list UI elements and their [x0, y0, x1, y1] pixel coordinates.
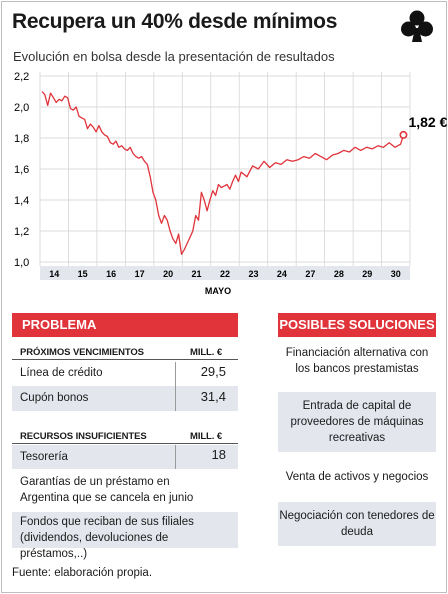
y-tick-label: 2,0: [14, 102, 29, 114]
item-line: Entrada de capital de: [302, 400, 412, 412]
list-item: Garantías de un préstamo en Argentina qu…: [12, 474, 238, 508]
x-axis-band: [40, 266, 410, 280]
x-tick-label: 14: [49, 269, 59, 279]
solution-item: Entrada de capital de proveedores de máq…: [278, 392, 436, 452]
divider: [12, 443, 238, 444]
x-tick-label: 16: [106, 269, 116, 279]
x-tick-label: 27: [305, 269, 315, 279]
row-label: Cupón bonos: [20, 392, 89, 404]
recursos-header: RECURSOS INSUFICIENTES: [20, 431, 147, 442]
y-tick-label: 1,0: [14, 257, 29, 269]
x-tick-label: 29: [362, 269, 372, 279]
list-item: Fondos que reciban de sus filiales (divi…: [12, 512, 238, 560]
x-axis-label: MAYO: [205, 286, 231, 296]
y-tick-label: 1,6: [14, 164, 29, 176]
vencimientos-header: PRÓXIMOS VENCIMIENTOS: [20, 347, 144, 358]
column-divider: [175, 386, 176, 411]
divider: [12, 359, 238, 360]
solution-item: Venta de activos y negocios: [278, 466, 436, 488]
plot-background: [40, 72, 440, 272]
x-tick-label: 28: [334, 269, 344, 279]
y-tick-label: 1,4: [14, 195, 29, 207]
x-tick-label: 17: [135, 269, 145, 279]
item-line: proveedores de máquinas: [290, 416, 424, 428]
x-tick-label: 21: [192, 269, 202, 279]
x-tick-label: 22: [220, 269, 230, 279]
table-row: Tesorería 18: [12, 445, 238, 469]
problema-header: PROBLEMA: [12, 313, 238, 337]
item-line: Venta de activos y negocios: [285, 471, 429, 483]
soluciones-header: POSIBLES SOLUCIONES: [278, 313, 436, 337]
y-tick-label: 1,2: [14, 226, 29, 238]
recursos-units: MILL. €: [190, 431, 223, 442]
column-divider: [175, 445, 176, 469]
y-tick-label: 2,2: [14, 71, 29, 83]
price-line-chart: 2,2 2,0 1,8 1,6 1,4 1,2 1,0 14 15 16 17 20 21 22 23 24…: [14, 71, 448, 296]
x-tick-label: 30: [391, 269, 401, 279]
item-line: Garantías de un préstamo en: [20, 476, 170, 488]
chart-subtitle: Evolución en bolsa desde la presentación…: [13, 49, 335, 64]
x-tick-label: 20: [163, 269, 173, 279]
x-tick-label: 15: [78, 269, 88, 279]
row-label: Tesorería: [20, 451, 68, 463]
solution-item: Financiación alternativa con los bancos …: [278, 343, 436, 379]
item-line: Financiación alternativa con: [285, 347, 429, 359]
price-series-line: [41, 91, 405, 255]
x-tick-label: 24: [277, 269, 287, 279]
club-logo-icon: [401, 10, 433, 42]
item-line: (dividendos, devoluciones de préstamos,.…: [20, 532, 169, 560]
x-tick-label: 23: [248, 269, 258, 279]
row-value: 29,5: [200, 364, 226, 379]
solution-item: Negociación con tenedores de deuda: [278, 502, 436, 546]
table-row: Línea de crédito 29,5: [12, 362, 238, 386]
last-value-label: 1,82 €: [408, 114, 447, 130]
item-line: deuda: [341, 526, 373, 538]
y-tick-label: 1,8: [14, 133, 29, 145]
item-line: Fondos que reciban de sus filiales: [20, 516, 194, 528]
table-row: Cupón bonos 31,4: [12, 386, 238, 411]
item-line: Argentina que se cancela en junio: [20, 492, 194, 504]
row-label: Línea de crédito: [20, 367, 103, 379]
source-note: Fuente: elaboración propia.: [12, 567, 153, 579]
item-line: recreativas: [328, 432, 386, 444]
last-value-marker: [399, 130, 408, 139]
item-line: Negociación con tenedores de: [279, 510, 435, 522]
item-line: los bancos prestamistas: [295, 363, 419, 375]
row-value: 18: [211, 447, 226, 462]
column-divider: [175, 362, 176, 386]
chart-title: Recupera un 40% desde mínimos: [12, 10, 338, 33]
row-value: 31,4: [200, 389, 226, 404]
vencimientos-units: MILL. €: [190, 347, 223, 358]
